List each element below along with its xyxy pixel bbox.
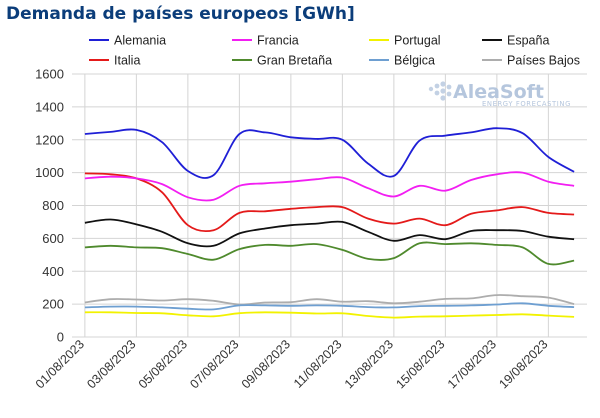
x-tick-label: 15/08/2023 xyxy=(393,337,447,391)
y-tick-label: 1600 xyxy=(35,67,64,82)
x-tick-label: 11/08/2023 xyxy=(291,337,345,391)
y-tick-label: 1400 xyxy=(35,99,64,114)
series-line-espana xyxy=(84,218,575,248)
legend-label-belgica: Bélgica xyxy=(394,54,435,68)
gridlines xyxy=(72,73,587,338)
series-line-gran-bretana xyxy=(84,241,575,266)
y-tick-label: 1000 xyxy=(35,165,64,180)
y-tick-label: 200 xyxy=(42,297,64,312)
series-line-belgica xyxy=(84,302,575,311)
x-tick-label: 19/08/2023 xyxy=(496,337,550,391)
y-tick-label: 400 xyxy=(42,264,64,279)
x-tick-label: 05/08/2023 xyxy=(136,337,190,391)
x-tick-label: 09/08/2023 xyxy=(239,337,293,391)
y-tick-label: 800 xyxy=(42,198,64,213)
logo-tagline: ENERGY FORECASTING xyxy=(482,100,571,108)
x-tick-label: 07/08/2023 xyxy=(187,337,241,391)
series-line-francia xyxy=(84,171,575,202)
series-line-portugal xyxy=(84,311,575,319)
logo-name: AleaSoft xyxy=(453,81,544,103)
aleasoft-logo-watermark: AleaSoft ENERGY FORECASTING xyxy=(428,81,571,108)
series-line-italia xyxy=(84,172,575,233)
logo-dots-icon xyxy=(428,81,452,101)
legend-label-alemania: Alemania xyxy=(114,34,166,48)
series-line-paises-bajos xyxy=(84,294,575,306)
x-tick-label: 17/08/2023 xyxy=(445,337,499,391)
y-axis-ticks: 0 200 400 600 800 1000 1200 1400 1600 xyxy=(35,67,64,345)
x-tick-label: 01/08/2023 xyxy=(33,337,87,391)
y-tick-label: 600 xyxy=(42,231,64,246)
legend-label-portugal: Portugal xyxy=(394,34,441,48)
legend-label-francia: Francia xyxy=(257,34,299,48)
x-axis-ticks: 01/08/202303/08/202305/08/202307/08/2023… xyxy=(33,337,551,391)
x-tick-label: 13/08/2023 xyxy=(342,337,396,391)
y-tick-label: 0 xyxy=(57,330,64,345)
legend-label-italia: Italia xyxy=(114,54,140,68)
chart-title: Demanda de países europeos [GWh] xyxy=(6,4,355,24)
legend-label-gran-bretana: Gran Bretaña xyxy=(257,54,332,68)
x-tick-label: 03/08/2023 xyxy=(84,337,138,391)
y-tick-label: 1200 xyxy=(35,132,64,147)
legend-label-espana: España xyxy=(507,34,549,48)
legend-label-paises-bajos: Países Bajos xyxy=(507,54,580,68)
series-line-alemania xyxy=(84,127,575,179)
legend: Alemania Francia Portugal España Italia Gran … xyxy=(89,34,580,68)
series-lines xyxy=(84,127,575,319)
